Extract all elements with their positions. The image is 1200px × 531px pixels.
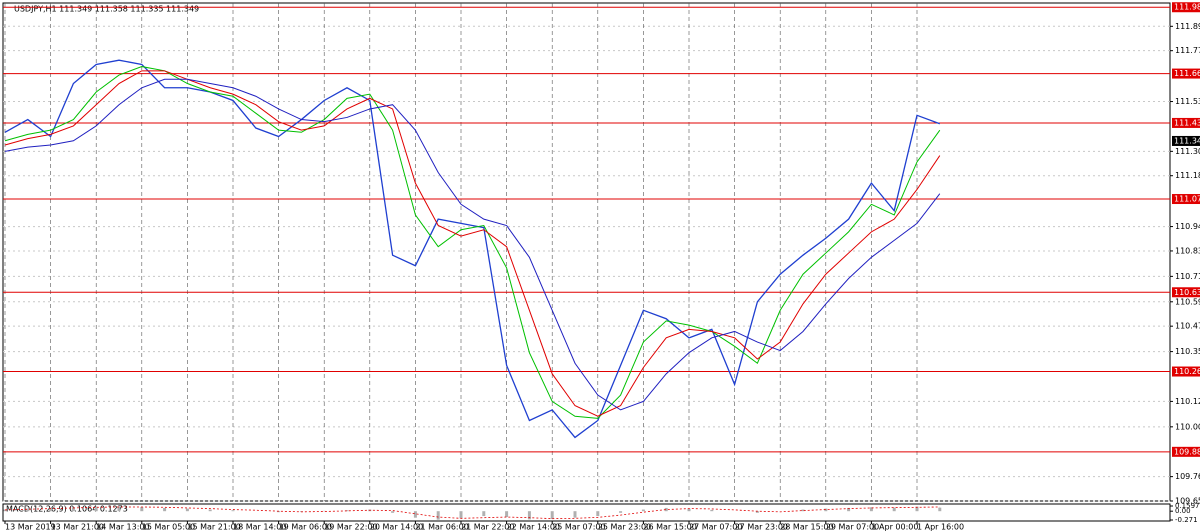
moving-average [4, 66, 941, 419]
y-tick-label: 110.590 [1175, 297, 1200, 306]
x-tick-label: 21 Mar 22:00 [461, 523, 514, 531]
y-tick-label: 111.775 [1175, 46, 1200, 55]
level-label-box [1172, 287, 1200, 298]
macd-y-tick-label: -0.271 [1175, 516, 1198, 524]
x-tick-label: 28 Mar 15:00 [780, 523, 833, 531]
level-label: 111.434 [1174, 118, 1200, 127]
x-tick-label: 13 Mar 2019 [5, 523, 56, 531]
macd-y-tick-label: 0.00 [1175, 507, 1191, 515]
y-tick-label: 110.830 [1175, 246, 1200, 255]
y-tick-label: 110.355 [1175, 347, 1200, 356]
level-label-box [1172, 366, 1200, 377]
x-tick-label: 15 Mar 05:00 [142, 523, 195, 531]
x-tick-label: 22 Mar 14:00 [507, 523, 560, 531]
x-tick-label: 1 Apr 16:00 [917, 523, 964, 531]
x-tick-label: 27 Mar 23:00 [735, 523, 788, 531]
x-tick-label: 25 Mar 23:00 [598, 523, 651, 531]
y-tick-label: 110.710 [1175, 272, 1200, 281]
x-tick-label: 27 Mar 07:00 [689, 523, 742, 531]
moving-average [4, 78, 941, 411]
x-tick-label: 21 Mar 06:00 [415, 523, 468, 531]
level-label: 111.980 [1174, 3, 1200, 12]
current-price-box [1172, 135, 1200, 146]
macd-signal [4, 506, 940, 520]
x-tick-label: 29 Mar 07:00 [826, 523, 879, 531]
level-label-box [1172, 117, 1200, 128]
level-label: 111.075 [1174, 195, 1200, 204]
level-label-box [1172, 194, 1200, 205]
x-tick-label: 18 Mar 14:00 [233, 523, 286, 531]
current-price-label: 111.349 [1174, 136, 1200, 145]
y-tick-label: 110.120 [1175, 397, 1200, 406]
x-tick-label: 14 Mar 13:00 [96, 523, 149, 531]
macd-frame [2, 503, 1171, 522]
level-label: 110.635 [1174, 288, 1200, 297]
y-tick-label: 111.890 [1175, 22, 1200, 31]
y-tick-label: 110.945 [1175, 222, 1200, 231]
x-tick-label: 19 Mar 06:00 [279, 523, 332, 531]
x-tick-label: 15 Mar 21:00 [187, 523, 240, 531]
level-label-box [1172, 68, 1200, 79]
y-tick-label: 109.765 [1175, 472, 1200, 481]
level-label: 111.667 [1174, 69, 1200, 78]
level-label: 110.261 [1174, 367, 1200, 376]
y-tick-label: 111.535 [1175, 97, 1200, 106]
y-tick-label: 110.000 [1175, 422, 1200, 431]
level-label-box [1172, 446, 1200, 457]
x-tick-label: 26 Mar 15:00 [643, 523, 696, 531]
macd-y-tick-label: 0.1597 [1175, 502, 1200, 510]
y-tick-label: 111.300 [1175, 147, 1200, 156]
y-tick-label: 110.475 [1175, 322, 1200, 331]
moving-average [4, 70, 941, 417]
chart-title: USDJPY,H1 111.349 111.358 111.335 111.34… [14, 5, 199, 14]
y-tick-label: 109.650 [1175, 497, 1200, 506]
price-line [4, 59, 941, 439]
main-frame [2, 2, 1171, 502]
level-label-box [1172, 2, 1200, 13]
y-tick-label: 111.185 [1175, 171, 1200, 180]
macd-title: MACD(12,26,9) 0.1064 0.1273 [6, 505, 128, 514]
level-label: 109.882 [1174, 447, 1200, 456]
x-tick-label: 25 Mar 07:00 [552, 523, 605, 531]
x-tick-label: 1 Apr 00:00 [871, 523, 918, 531]
x-tick-label: 19 Mar 22:00 [324, 523, 377, 531]
x-tick-label: 20 Mar 14:00 [370, 523, 423, 531]
x-tick-label: 13 Mar 21:00 [51, 523, 104, 531]
